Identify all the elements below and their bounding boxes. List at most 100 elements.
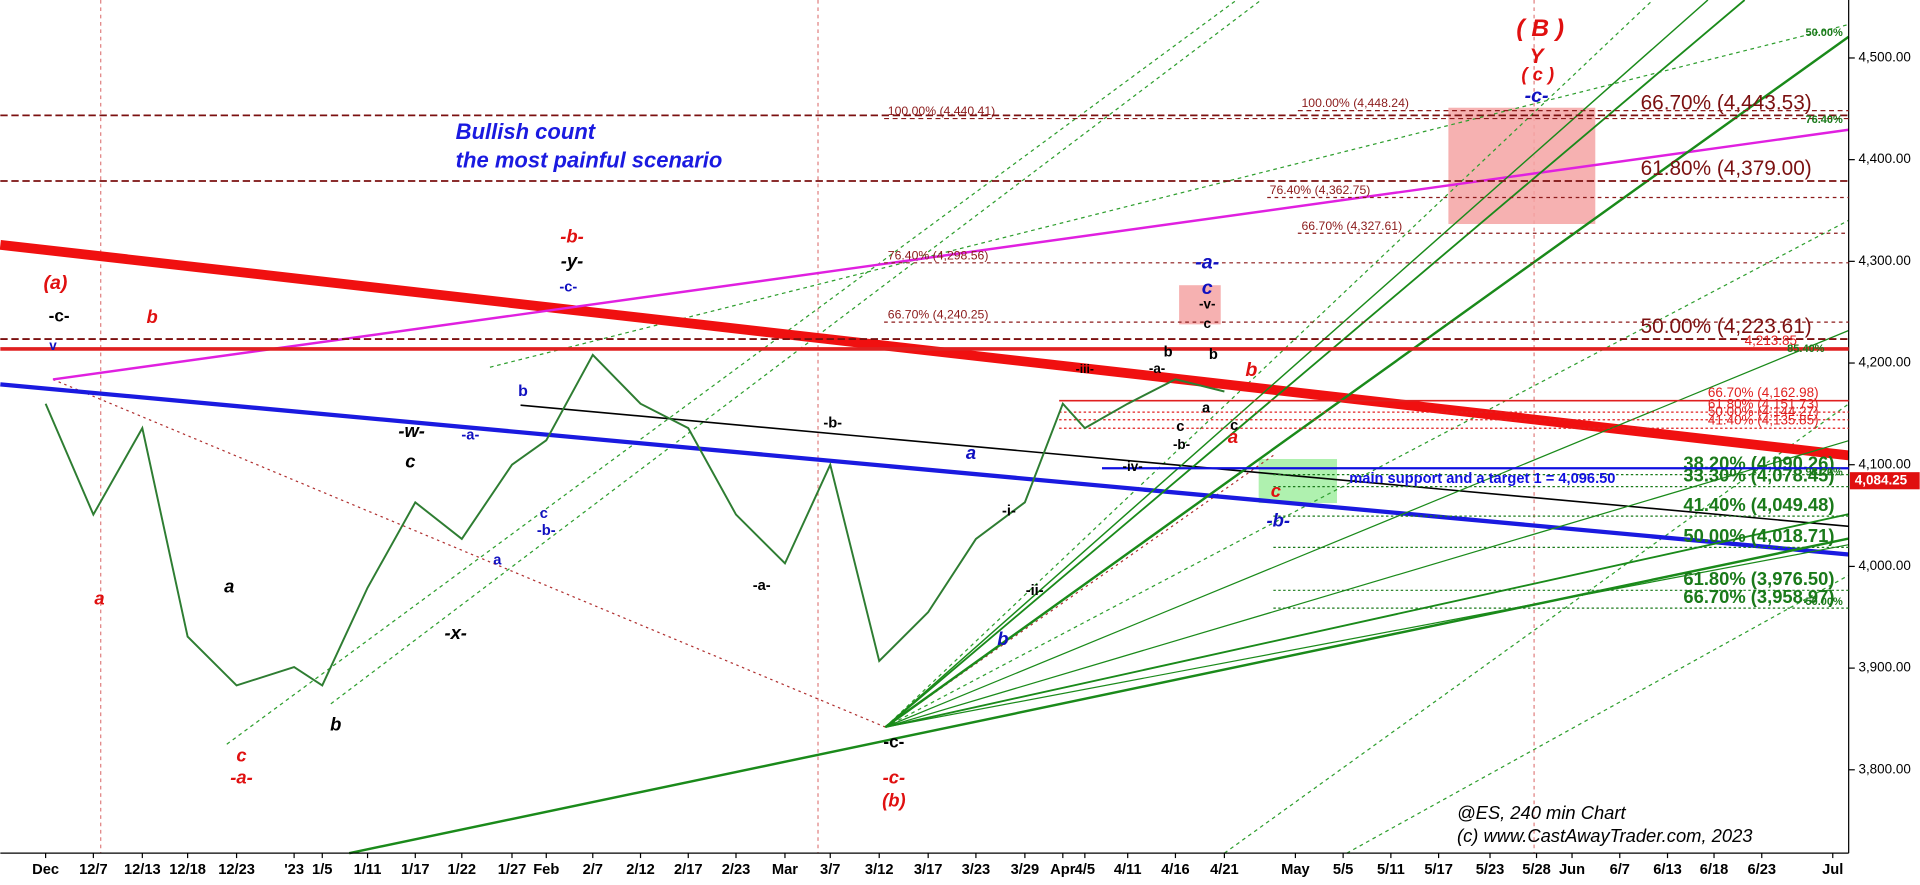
wave-label: -iv- xyxy=(1122,459,1142,474)
support-zone xyxy=(1258,459,1338,504)
wave-label: -y- xyxy=(561,250,583,271)
wave-label: b xyxy=(997,628,1008,649)
x-tick-label: 2/17 xyxy=(674,862,703,878)
x-tick-label: 12/23 xyxy=(218,862,255,878)
wave-label: -a- xyxy=(1195,251,1219,273)
x-tick-label: '23 xyxy=(284,862,304,878)
wave-label: (a) xyxy=(43,272,67,294)
x-tick-label: 12/18 xyxy=(169,862,206,878)
wave-label: a xyxy=(94,588,104,609)
last-price-tag xyxy=(1849,472,1920,490)
wave-label: b xyxy=(1245,359,1257,381)
wave-label: b xyxy=(518,383,528,400)
level-label: 61.80% (4,151.73) xyxy=(1708,396,1819,411)
level-label: 50.00% (4,223.61) xyxy=(1641,315,1812,338)
x-tick-label: 3/12 xyxy=(865,862,894,878)
x-tick-label: May xyxy=(1281,862,1310,878)
wave-label: a xyxy=(1202,401,1211,417)
wave-label: c xyxy=(1202,277,1213,299)
wave-label: c xyxy=(540,506,548,522)
x-tick-label: 2/7 xyxy=(583,862,603,878)
x-tick-label: Dec xyxy=(32,862,59,878)
x-tick-label: Feb xyxy=(533,862,559,878)
wave-label: -c- xyxy=(883,766,905,787)
level-label: 50.00% (4,018.71) xyxy=(1683,525,1834,546)
x-tick-label: 3/7 xyxy=(820,862,840,878)
level-label: 66.70% (3,958.97) xyxy=(1683,586,1834,607)
x-tick-label: 6/13 xyxy=(1653,862,1682,878)
level-label: 66.70% (4,327.61) xyxy=(1302,219,1403,233)
wave-label: -b- xyxy=(537,523,556,539)
wave-label: (b) xyxy=(882,790,905,811)
headline: Bullish count xyxy=(456,119,597,144)
x-tick-label: 3/17 xyxy=(914,862,943,878)
wave-label: -c- xyxy=(883,732,904,752)
x-tick-label: Jul xyxy=(1822,862,1843,878)
y-tick-label: 4,300.00 xyxy=(1858,253,1910,268)
wave-label: 85.40% xyxy=(1787,343,1825,355)
wave-label: -ii- xyxy=(1026,583,1044,599)
x-tick-label: 4/16 xyxy=(1161,862,1190,878)
level-label: 66.70% (4,162.98) xyxy=(1708,385,1819,400)
target-zone xyxy=(1448,107,1596,225)
chart-title: @ES, 240 min Chart xyxy=(1457,802,1627,823)
price-line xyxy=(44,353,1225,687)
x-tick-label: Apr xyxy=(1050,862,1076,878)
wave-label: b xyxy=(147,306,158,327)
wave-label: -x- xyxy=(444,622,466,643)
level-label: 33.30% (4,078.45) xyxy=(1683,464,1834,485)
x-tick-label: 4/5 xyxy=(1075,862,1095,878)
x-tick-label: 4/11 xyxy=(1114,862,1142,878)
x-tick-label: 1/17 xyxy=(401,862,430,878)
x-tick-label: 1/27 xyxy=(498,862,527,878)
x-tick-label: 1/5 xyxy=(312,862,332,878)
wave-label: 76.40% xyxy=(1806,114,1844,126)
x-tick-label: Mar xyxy=(772,862,798,878)
level-label: 50.00% (4,144.27) xyxy=(1708,404,1819,419)
level-label: 61.80% (3,976.50) xyxy=(1683,568,1834,589)
wave-label: a xyxy=(1228,426,1238,447)
x-tick-label: 12/7 xyxy=(79,862,108,878)
level-label: 76.40% (4,362.75) xyxy=(1270,183,1371,197)
x-tick-label: 5/23 xyxy=(1476,862,1505,878)
wave-label: -a- xyxy=(753,578,771,594)
wave-label: -b- xyxy=(560,225,583,246)
wave-label: -a- xyxy=(1149,361,1165,376)
wave-label: -a- xyxy=(461,428,479,444)
level-label: 41.40% (4,049.48) xyxy=(1683,494,1834,515)
x-tick-label: 5/11 xyxy=(1377,862,1405,878)
target-zone xyxy=(1179,285,1221,325)
level-label: 61.80% (4,379.00) xyxy=(1641,157,1812,180)
x-tick-label: Jun xyxy=(1559,862,1585,878)
y-tick-label: 4,500.00 xyxy=(1858,50,1910,65)
wave-label: -b- xyxy=(1173,437,1190,452)
wave-label: a xyxy=(493,552,502,568)
wave-label: b xyxy=(1209,347,1218,363)
x-tick-label: 3/29 xyxy=(1011,862,1040,878)
level-label: 66.70% (4,240.25) xyxy=(888,308,989,322)
wave-label: b xyxy=(1164,344,1173,360)
support-label: main support and a target 1 = 4,096.50 xyxy=(1349,471,1615,487)
wave-label: -c- xyxy=(1525,85,1549,107)
x-tick-label: 6/7 xyxy=(1610,862,1630,878)
y-tick-label: 4,100.00 xyxy=(1858,456,1910,471)
wave-label: Y xyxy=(1530,45,1546,68)
x-tick-label: 2/23 xyxy=(722,862,751,878)
x-tick-label: 3/23 xyxy=(962,862,991,878)
x-tick-label: 1/22 xyxy=(448,862,477,878)
x-tick-label: 5/28 xyxy=(1522,862,1551,878)
x-tick-label: 12/13 xyxy=(124,862,161,878)
wave-label: -v- xyxy=(1199,296,1215,311)
trend-line xyxy=(52,128,1849,381)
wave-label: -w- xyxy=(398,420,425,441)
wave-label: a xyxy=(224,575,234,596)
level-label: 4,213.85 xyxy=(1745,333,1797,348)
wave-label: -b- xyxy=(1267,509,1290,530)
wave-label: -a- xyxy=(230,766,252,787)
headline: the most painful scenario xyxy=(456,147,723,172)
wave-label: 50.00% xyxy=(1806,596,1844,608)
level-label: 100.00% (4,440.41) xyxy=(888,104,995,118)
